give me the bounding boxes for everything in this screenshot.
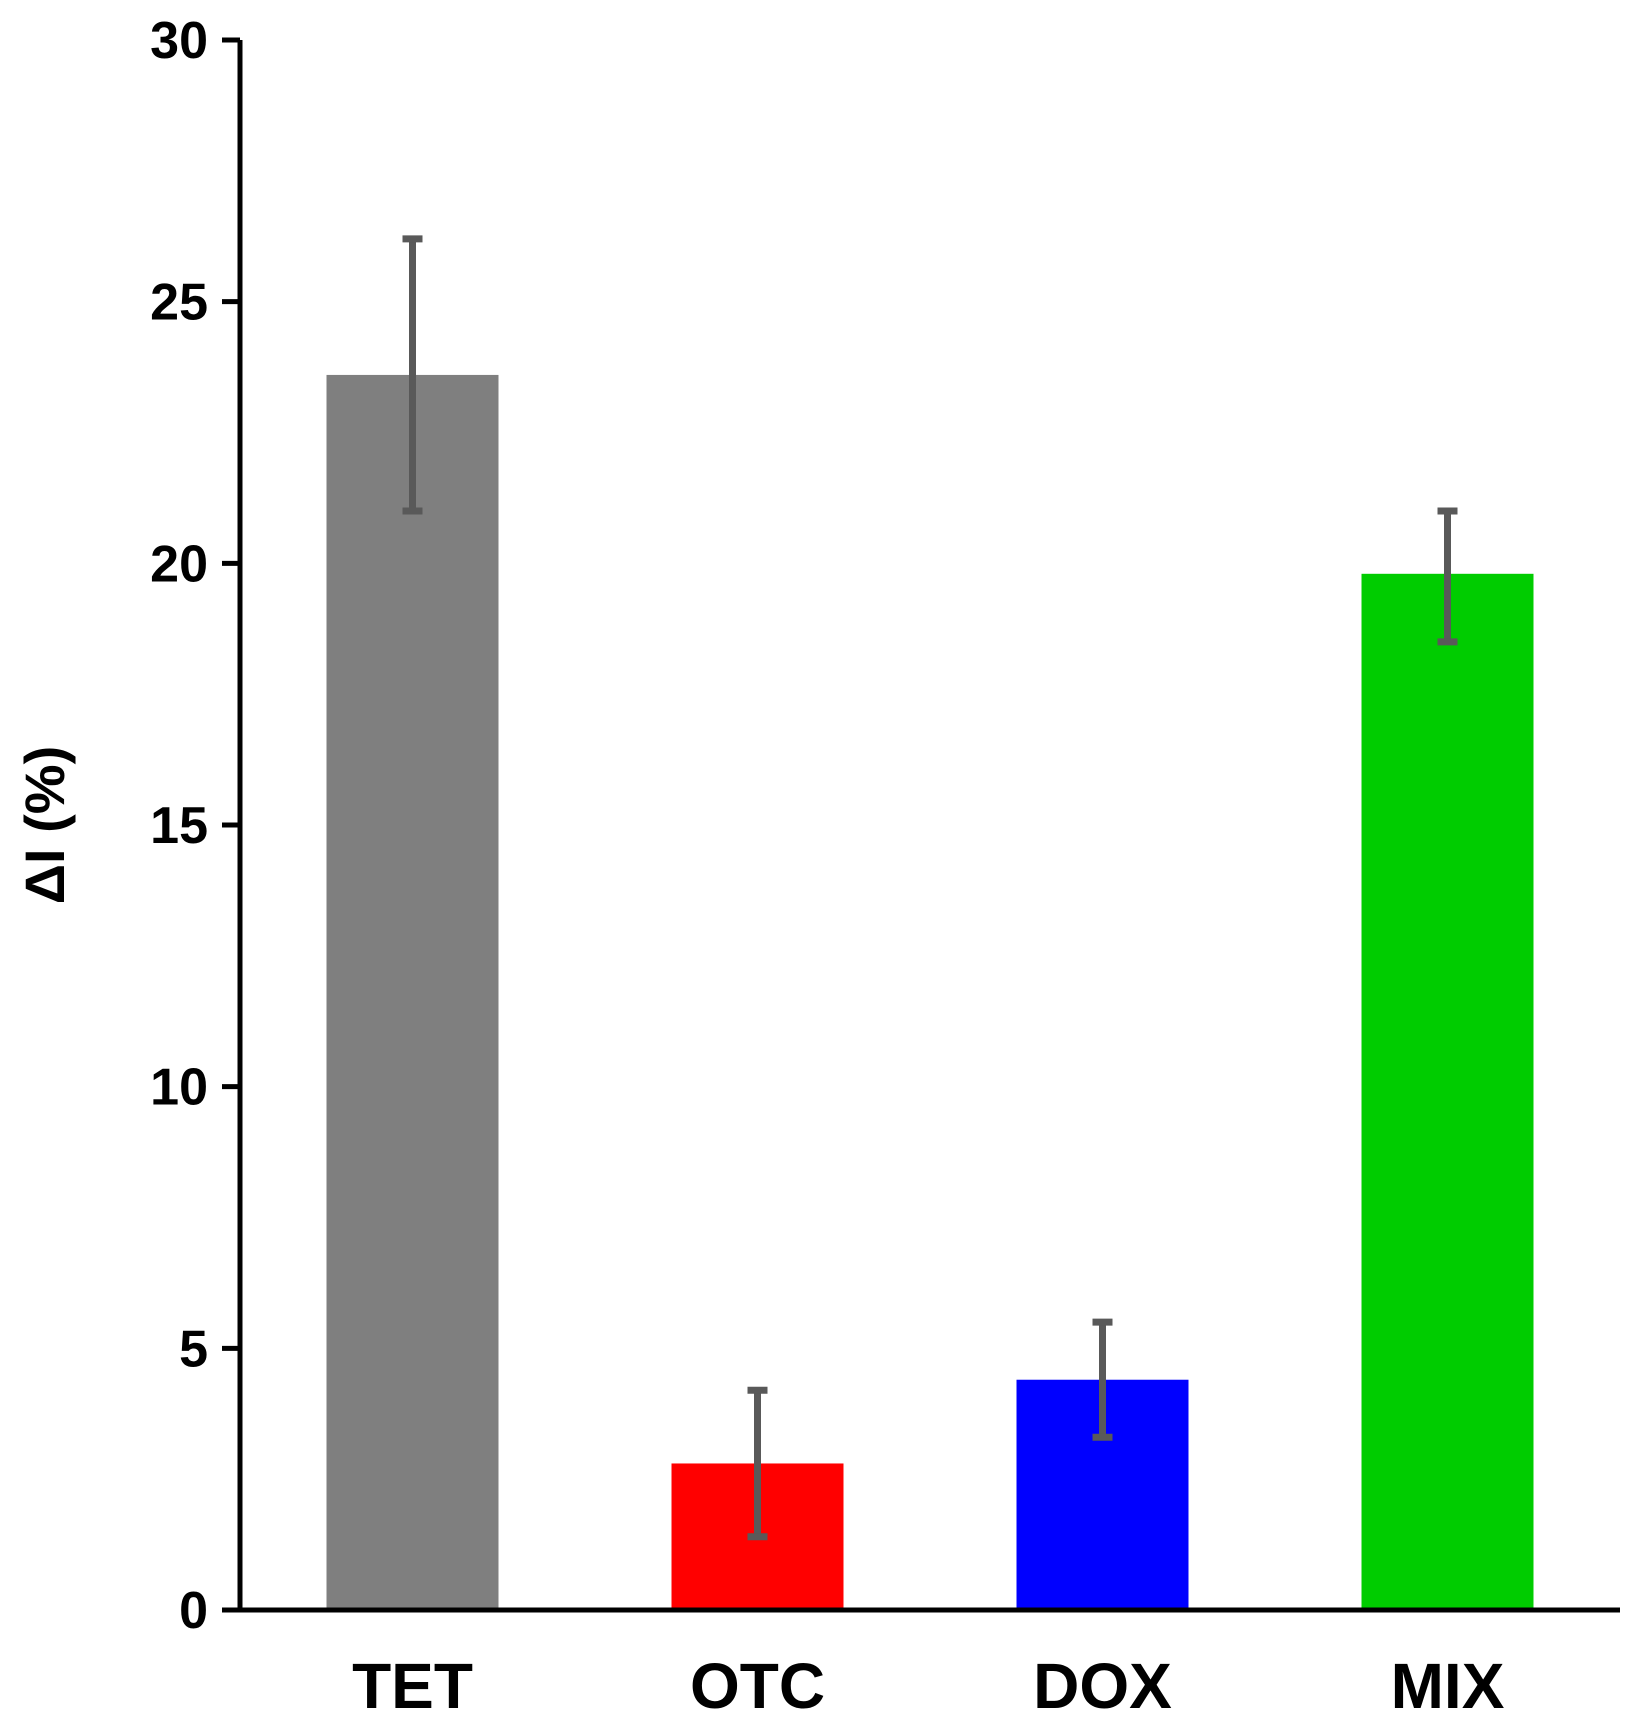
y-tick-label: 25 [150,274,208,332]
x-tick-label: OTC [690,1650,825,1722]
y-tick-label: 30 [150,12,208,70]
x-tick-label: DOX [1033,1650,1172,1722]
bar-mix [1361,573,1534,1610]
error-bars [402,235,1458,1541]
y-axis-ticks: 0 5 10 15 20 25 30 [150,12,240,1640]
y-tick-label: 20 [150,535,208,593]
y-axis-title: ΔI (%) [13,746,76,904]
y-tick-label: 5 [179,1320,208,1378]
bars [326,374,1534,1610]
y-tick-label: 10 [150,1059,208,1117]
bar-tet [326,374,499,1610]
x-axis-labels: TET OTC DOX MIX [352,1650,1505,1722]
x-tick-label: MIX [1391,1650,1505,1722]
x-tick-label: TET [352,1650,473,1722]
y-tick-label: 15 [150,797,208,855]
y-tick-label: 0 [179,1582,208,1640]
